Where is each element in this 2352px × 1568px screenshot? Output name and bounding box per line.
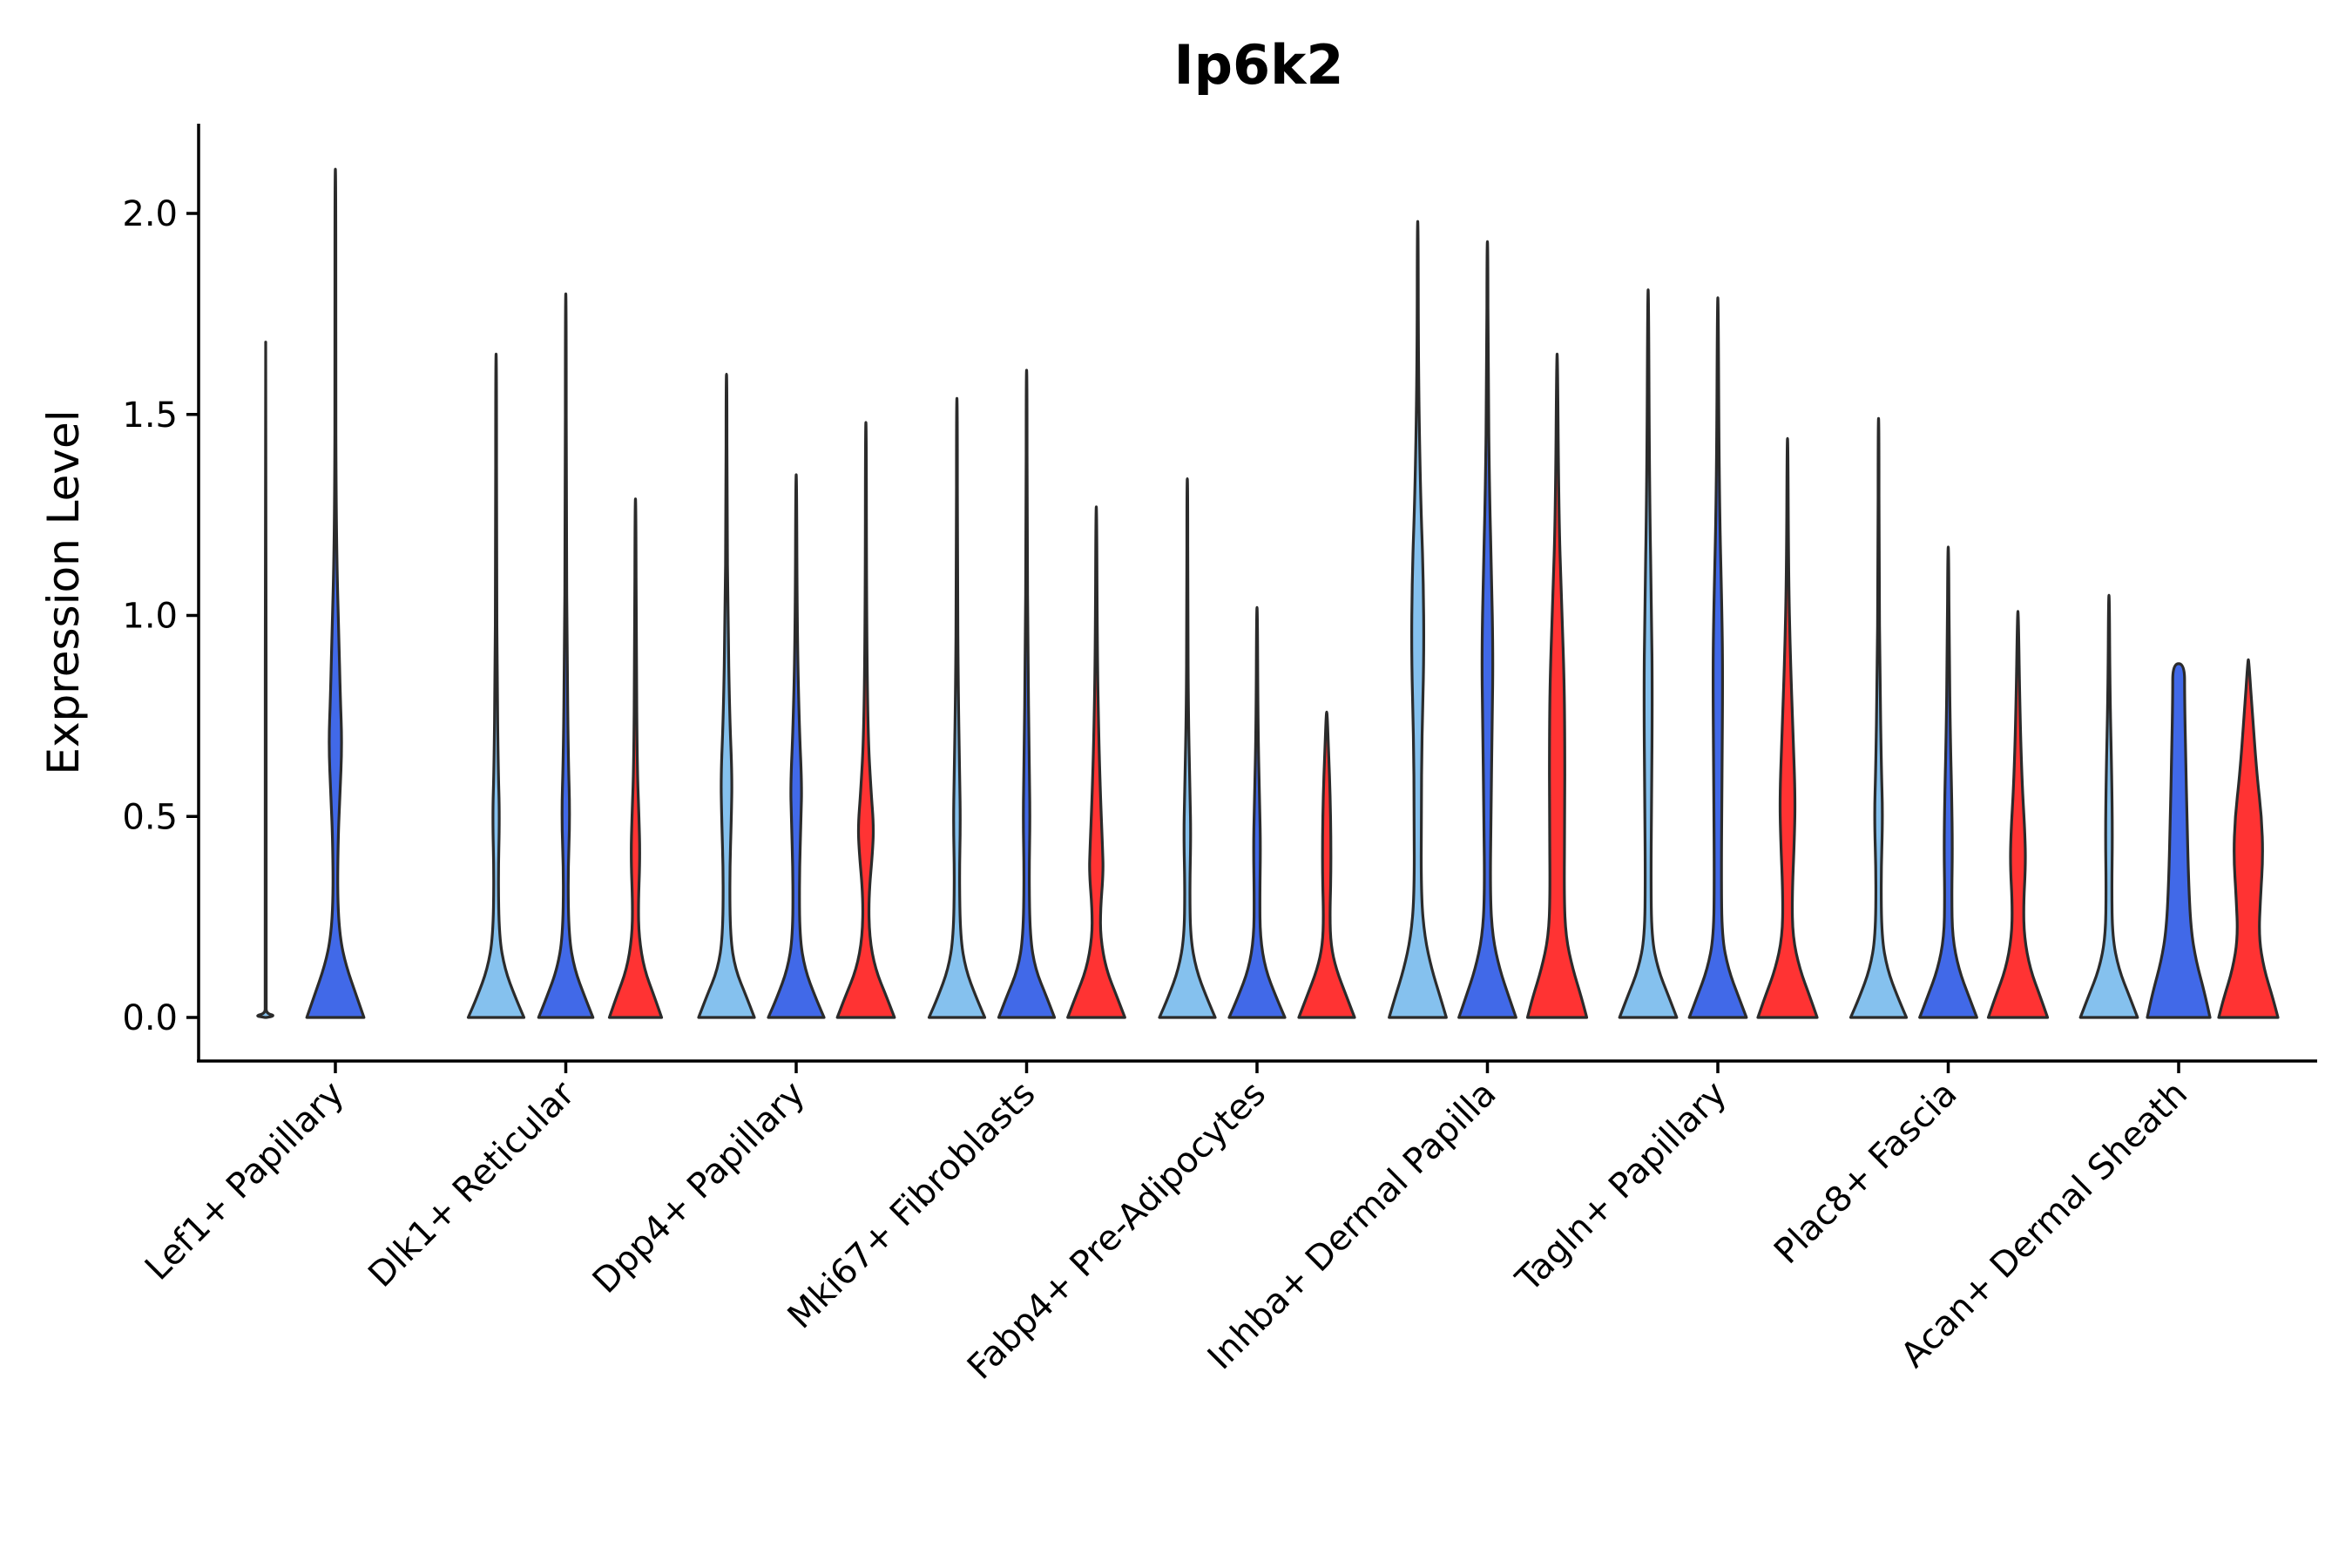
- y-tick-label: 1.0: [122, 597, 178, 637]
- x-tick-label: Plac8+ Fascia: [1767, 1074, 1965, 1273]
- y-ticks: 0.0 0.5 1.0 1.5 2.0: [122, 194, 199, 1038]
- violin-1-1: [537, 292, 595, 1019]
- violin-3-2: [1066, 505, 1126, 1019]
- violin-8-0: [2078, 593, 2139, 1019]
- violin-8-2: [2217, 658, 2280, 1019]
- violin-2-2: [835, 421, 896, 1019]
- violin-2-1: [767, 473, 826, 1019]
- x-tick-label: Mki67+ Fibroblasts: [781, 1074, 1044, 1337]
- violin-6-2: [1756, 436, 1819, 1019]
- violin-8-1: [2146, 662, 2212, 1019]
- violin-4-1: [1227, 605, 1287, 1019]
- violin-7-1: [1918, 545, 1978, 1019]
- violin-0-0: [256, 341, 274, 1019]
- violin-7-2: [1986, 610, 2050, 1019]
- x-ticks: Lef1+ Papillary Dlk1+ Reticular Dpp4+ Papi…: [138, 1061, 2195, 1388]
- violin-1-2: [607, 497, 664, 1019]
- violin-5-1: [1457, 240, 1517, 1019]
- violin-3-1: [997, 368, 1057, 1019]
- y-tick-label: 2.0: [122, 194, 178, 234]
- x-tick-label: Dpp4+ Papillary: [585, 1074, 813, 1301]
- violin-5-0: [1388, 220, 1448, 1019]
- violin-4-0: [1158, 477, 1217, 1019]
- x-tick-label: Tagln+ Papillary: [1508, 1074, 1734, 1301]
- violin-4-2: [1297, 710, 1356, 1019]
- violin-5-2: [1525, 352, 1589, 1019]
- y-tick-label: 0.5: [122, 797, 178, 837]
- violin-group: [256, 167, 2280, 1019]
- y-axis-label: Expression Level: [38, 409, 89, 774]
- violin-7-0: [1848, 416, 1909, 1019]
- x-tick-label: Lef1+ Papillary: [138, 1074, 352, 1288]
- violin-2-0: [697, 373, 756, 1019]
- violin-3-0: [927, 396, 987, 1019]
- violin-6-0: [1618, 288, 1679, 1019]
- y-tick-label: 1.5: [122, 395, 178, 436]
- violin-6-1: [1687, 296, 1748, 1019]
- x-tick-label: Dlk1+ Reticular: [361, 1073, 583, 1295]
- violin-1-0: [466, 352, 526, 1019]
- y-tick-label: 0.0: [122, 998, 178, 1038]
- chart-title: Ip6k2: [1174, 33, 1344, 97]
- violin-0-1: [305, 167, 366, 1019]
